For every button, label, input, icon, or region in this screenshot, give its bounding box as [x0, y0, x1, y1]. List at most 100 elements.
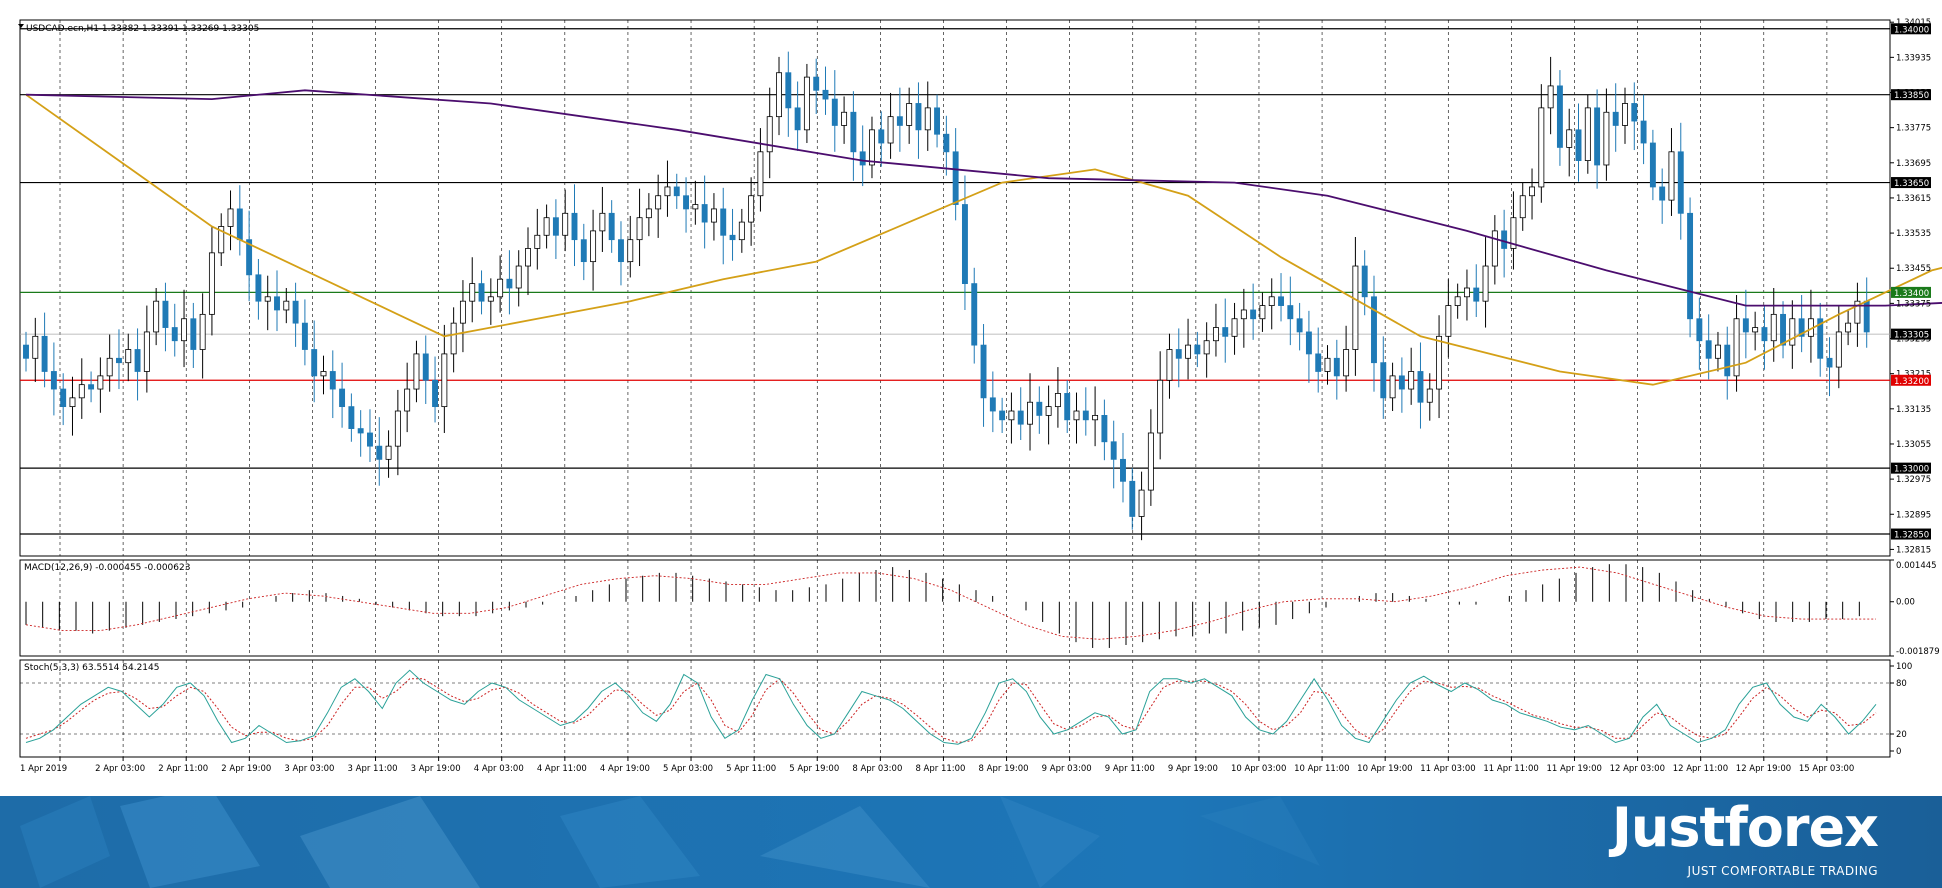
bull-candle — [543, 217, 550, 236]
bear-candle — [831, 98, 838, 126]
price-axis: 1.340151.339351.338551.337751.336951.336… — [1890, 18, 1940, 757]
bear-candle — [23, 344, 29, 359]
bull-candle — [1138, 489, 1145, 517]
bear-candle — [1724, 344, 1731, 377]
bull-candle — [1240, 309, 1247, 320]
time-tick-label: 5 Apr 11:00 — [726, 764, 776, 774]
bear-candle — [934, 107, 941, 135]
time-axis: 1 Apr 2019 2 Apr 03:00 2 Apr 11:00 2 Apr 19… — [20, 757, 1854, 774]
banner-background — [0, 796, 1942, 888]
bear-candle — [432, 379, 439, 408]
bear-candle — [1575, 129, 1582, 161]
time-tick-label: 3 Apr 19:00 — [411, 764, 461, 774]
bull-candle — [1092, 415, 1099, 421]
time-tick-label: 5 Apr 19:00 — [789, 764, 839, 774]
price-tick-label: 1.33215 — [1896, 370, 1931, 380]
bear-candle — [971, 283, 978, 346]
bull-candle — [181, 318, 187, 342]
level-price-label: 1.33400 — [1894, 289, 1929, 299]
stoch-signal-line — [25, 678, 1877, 744]
bear-candle — [1380, 362, 1387, 399]
bear-candle — [1761, 327, 1768, 342]
price-tick-label: 1.34015 — [1896, 18, 1931, 28]
bull-candle — [1566, 129, 1573, 148]
bear-candle — [1036, 401, 1043, 416]
bull-candle — [413, 353, 420, 390]
bull-candle — [1231, 318, 1238, 337]
bear-candle — [376, 445, 383, 460]
bear-candle — [1705, 340, 1712, 359]
bear-candle — [171, 327, 178, 342]
bull-candle — [199, 313, 206, 350]
bull-candle — [125, 349, 132, 364]
time-tick-label: 10 Apr 19:00 — [1357, 764, 1412, 774]
bull-candle — [841, 111, 848, 126]
bear-candle — [311, 349, 318, 377]
level-price-box — [1891, 374, 1931, 386]
bull-candle — [1789, 318, 1796, 346]
bull-candle — [1519, 195, 1526, 219]
stoch-tick-label: 0 — [1896, 747, 1901, 757]
bull-candle — [320, 371, 327, 377]
bull-candle — [1436, 335, 1443, 390]
bull-candle — [1491, 230, 1498, 267]
bull-candle — [441, 353, 448, 408]
bull-candle — [1027, 401, 1033, 425]
bull-candle — [153, 300, 160, 333]
collapse-arrow-icon[interactable] — [18, 24, 24, 28]
brand-tagline: JUST COMFORTABLE TRADING — [1687, 864, 1878, 878]
brand-banner: Justforex JUST COMFORTABLE TRADING — [0, 796, 1942, 888]
bull-candle — [692, 204, 699, 210]
time-tick-label: 11 Apr 03:00 — [1420, 764, 1475, 774]
bear-candle — [246, 239, 253, 276]
bear-candle — [1017, 410, 1024, 425]
macd-layer — [25, 564, 1876, 648]
level-price-box — [1891, 177, 1931, 189]
bear-candle — [134, 349, 141, 372]
bear-candle — [989, 397, 996, 412]
bull-candle — [655, 195, 662, 210]
bear-candle — [1696, 318, 1703, 342]
price-tick-label: 1.32975 — [1896, 475, 1931, 485]
bull-candle — [1463, 287, 1470, 298]
bear-candle — [580, 239, 587, 263]
bear-candle — [943, 133, 950, 153]
bull-candle — [497, 278, 504, 298]
moving-average-slow — [25, 89, 1942, 307]
level-price-label: 1.33305 — [1894, 331, 1929, 341]
bull-candle — [1408, 371, 1415, 390]
bull-candle — [106, 357, 113, 377]
bull-candle — [664, 186, 671, 197]
bear-candle — [813, 76, 820, 91]
time-tick-label: 12 Apr 19:00 — [1736, 764, 1791, 774]
bull-candle — [1045, 406, 1052, 416]
bull-candle — [1603, 111, 1610, 166]
bear-candle — [794, 107, 801, 131]
bear-candle — [1296, 318, 1303, 333]
bear-candle — [618, 239, 624, 263]
bear-candle — [720, 208, 727, 236]
bull-candle — [1752, 327, 1759, 333]
stoch-tick-label: 100 — [1896, 662, 1912, 672]
bear-candle — [822, 89, 829, 100]
bear-candle — [1194, 344, 1201, 355]
bull-candle — [1538, 107, 1545, 188]
bull-candle — [766, 116, 773, 153]
bear-candle — [896, 116, 903, 126]
time-tick-label: 8 Apr 11:00 — [915, 764, 965, 774]
bear-candle — [1817, 318, 1824, 359]
bull-candle — [1529, 186, 1535, 197]
bear-candle — [1082, 410, 1089, 421]
bear-candle — [1798, 318, 1805, 337]
bull-candle — [487, 296, 494, 302]
time-tick-label: 12 Apr 11:00 — [1673, 764, 1728, 774]
bull-candle — [227, 208, 234, 227]
level-price-box — [1891, 23, 1931, 35]
bear-candle — [1315, 353, 1322, 372]
bull-candle — [534, 234, 541, 249]
bear-candle — [683, 195, 690, 210]
bull-candle — [1259, 305, 1266, 320]
time-tick-label: 2 Apr 03:00 — [95, 764, 145, 774]
price-tick-label: 1.33055 — [1896, 440, 1931, 450]
bull-candle — [906, 103, 913, 126]
